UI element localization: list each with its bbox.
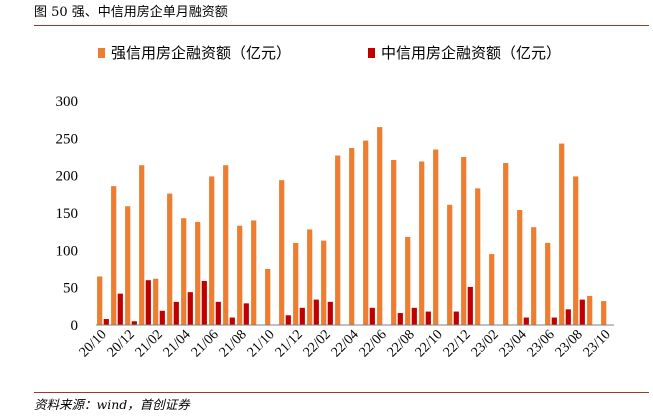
x-tick-label: 23/02 [469, 327, 502, 360]
y-tick-label: 50 [63, 281, 78, 297]
title-divider [34, 25, 649, 26]
y-tick-label: 150 [56, 206, 79, 222]
bar-medium-credit [243, 303, 249, 325]
legend-label: 中信用房企融资额（亿元） [381, 44, 561, 62]
x-tick-label: 21/08 [217, 327, 250, 360]
x-tick-label: 22/08 [385, 327, 418, 360]
x-tick-label: 20/10 [77, 327, 110, 360]
bar-strong-credit [111, 186, 117, 325]
x-tick-label: 21/02 [133, 327, 166, 360]
bar-medium-credit [201, 280, 207, 325]
x-tick-label: 21/04 [161, 327, 194, 360]
x-tick-label: 22/04 [329, 327, 362, 360]
x-tick-label: 22/02 [301, 327, 334, 360]
legend-label: 强信用房企融资额（亿元） [111, 44, 291, 62]
bar-medium-credit [229, 317, 235, 325]
bar-strong-credit [601, 301, 607, 325]
bar-medium-credit [369, 307, 375, 325]
x-tick-label: 21/12 [273, 327, 306, 360]
bar-strong-credit [153, 278, 159, 325]
bar-strong-credit [195, 221, 201, 325]
x-tick-label: 22/06 [357, 327, 390, 360]
y-tick-label: 200 [56, 169, 79, 185]
bar-strong-credit [503, 162, 509, 325]
y-tick-label: 100 [56, 243, 79, 259]
bar-medium-credit [299, 307, 305, 325]
bar-medium-credit [397, 313, 403, 325]
bar-medium-credit [117, 293, 123, 325]
bar-strong-credit [405, 236, 411, 325]
bar-strong-credit [363, 140, 369, 325]
bar-strong-credit [545, 242, 551, 325]
bar-medium-credit [313, 299, 319, 325]
bar-strong-credit [265, 269, 271, 325]
bar-medium-credit [285, 315, 291, 325]
bar-strong-credit [489, 254, 495, 325]
bar-medium-credit [453, 311, 459, 325]
bar-strong-credit [531, 227, 537, 325]
bar-medium-credit [523, 317, 529, 325]
figure-title: 图 50 强、中信用房企单月融资额 [34, 5, 228, 20]
bar-medium-credit [187, 292, 193, 325]
source-note: 资料来源：wind，首创证券 [34, 397, 190, 412]
x-tick-label: 21/06 [189, 327, 222, 360]
bar-strong-credit [279, 180, 285, 325]
legend-swatch [368, 48, 375, 58]
bar-strong-credit [307, 229, 313, 325]
bar-strong-credit [293, 242, 299, 325]
footer-divider [34, 392, 649, 393]
x-tick-label: 23/08 [553, 327, 586, 360]
bar-medium-credit [565, 309, 571, 325]
bar-strong-credit [251, 220, 257, 325]
x-tick-label: 22/10 [413, 327, 446, 360]
bar-medium-credit [411, 307, 417, 325]
legend-swatch [98, 48, 105, 58]
bar-strong-credit [517, 210, 523, 325]
bar-strong-credit [559, 143, 565, 325]
bar-strong-credit [209, 176, 215, 325]
bar-medium-credit [467, 286, 473, 325]
bar-strong-credit [433, 149, 439, 325]
bar-strong-credit [573, 176, 579, 325]
x-tick-label: 21/10 [245, 327, 278, 360]
bar-strong-credit [447, 204, 453, 325]
bar-medium-credit [159, 310, 165, 325]
y-tick-label: 300 [56, 94, 79, 110]
bar-strong-credit [139, 165, 145, 325]
bar-strong-credit [237, 225, 243, 325]
bar-strong-credit [419, 161, 425, 325]
x-tick-label: 23/10 [581, 327, 614, 360]
bar-medium-credit [579, 299, 585, 325]
bar-strong-credit [125, 206, 131, 325]
bar-medium-credit [103, 319, 109, 325]
bar-medium-credit [215, 301, 221, 325]
x-tick-label: 20/12 [105, 327, 138, 360]
x-tick-label: 22/12 [441, 327, 474, 360]
bar-strong-credit [377, 127, 383, 325]
y-tick-label: 250 [56, 131, 79, 147]
bar-strong-credit [349, 148, 355, 325]
bar-medium-credit [173, 301, 179, 325]
y-tick-label: 0 [71, 318, 79, 334]
bar-strong-credit [461, 157, 467, 325]
bar-medium-credit [551, 317, 557, 325]
bar-strong-credit [475, 188, 481, 325]
x-tick-label: 23/06 [525, 327, 558, 360]
bar-strong-credit [97, 276, 103, 325]
bar-strong-credit [167, 193, 173, 325]
bar-strong-credit [335, 155, 341, 325]
bar-strong-credit [223, 165, 229, 325]
bar-medium-credit [131, 321, 137, 325]
bar-medium-credit [425, 311, 431, 325]
bar-strong-credit [321, 240, 327, 325]
bar-medium-credit [327, 301, 333, 325]
bar-strong-credit [587, 295, 593, 325]
bar-medium-credit [145, 280, 151, 325]
bar-strong-credit [391, 159, 397, 325]
x-tick-label: 23/04 [497, 327, 530, 360]
bar-strong-credit [181, 218, 187, 325]
